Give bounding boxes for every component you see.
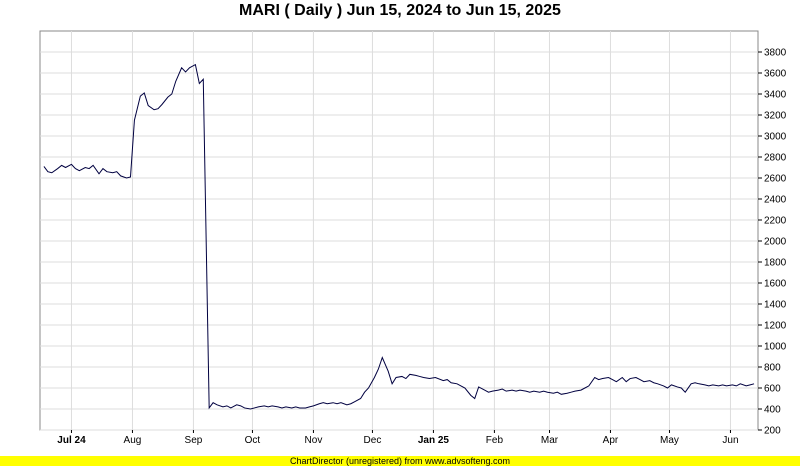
y-tick-label: 3400	[764, 90, 787, 101]
y-tick-label: 3600	[764, 69, 787, 80]
y-tick-label: 1400	[764, 300, 787, 311]
y-tick-label: 2800	[764, 153, 787, 164]
chart-title: MARI ( Daily ) Jun 15, 2024 to Jun 15, 2…	[239, 2, 561, 19]
grid	[40, 31, 758, 431]
x-tick-label: Nov	[305, 435, 323, 446]
x-tick-label: Apr	[603, 435, 619, 446]
y-tick-label: 1600	[764, 279, 787, 290]
x-tick-label: May	[660, 435, 679, 446]
x-tick-label: Jan 25	[418, 435, 450, 446]
y-tick-label: 2600	[764, 174, 787, 185]
y-tick-label: 200	[764, 426, 781, 437]
y-tick-label: 3800	[764, 48, 787, 59]
y-tick-label: 1800	[764, 258, 787, 269]
x-tick-label: Dec	[364, 435, 382, 446]
y-tick-label: 2000	[764, 237, 787, 248]
y-tick-label: 800	[764, 363, 781, 374]
chart-svg: 200 400 600 800 1000 1200 1400 1600 1800 2000 2200…	[39, 30, 787, 446]
y-tick-label: 3000	[764, 132, 787, 143]
y-axis: 200 400 600 800 1000 1200 1400 1600 1800 2000 2200…	[758, 48, 787, 437]
price-line	[43, 63, 755, 410]
y-tick-label: 3200	[764, 111, 787, 122]
x-tick-label: Jul 24	[57, 435, 86, 446]
y-tick-label: 2400	[764, 195, 787, 206]
y-tick-label: 600	[764, 384, 781, 395]
x-tick-label: Mar	[541, 435, 559, 446]
x-tick-label: Feb	[486, 435, 504, 446]
plot-area	[39, 30, 759, 431]
y-tick-label: 2200	[764, 216, 787, 227]
footer-credit: ChartDirector (unregistered) from www.ad…	[0, 456, 800, 466]
y-tick-label: 1000	[764, 342, 787, 353]
x-tick-label: Oct	[245, 435, 261, 446]
x-tick-label: Jun	[722, 435, 738, 446]
y-tick-label: 1200	[764, 321, 787, 332]
x-tick-label: Aug	[124, 435, 142, 446]
x-axis: Jul 24 Aug Sep Oct Nov Dec Jan 25 Feb Mar Apr May J…	[57, 430, 739, 446]
y-tick-label: 400	[764, 405, 781, 416]
x-tick-label: Sep	[185, 435, 203, 446]
